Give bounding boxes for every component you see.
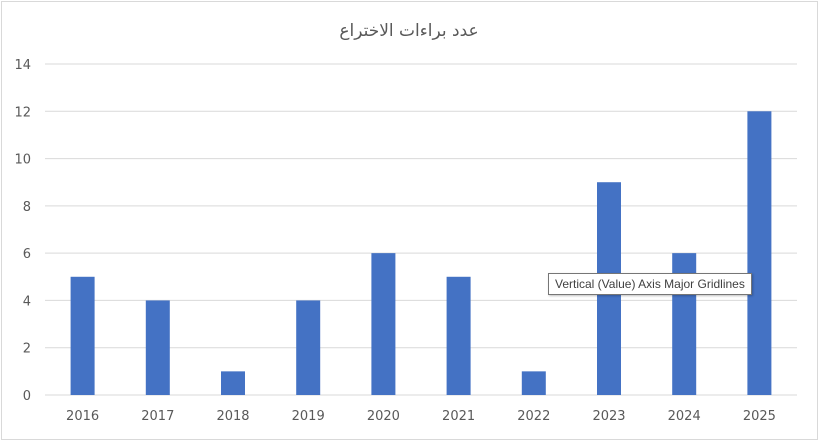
- y-tick-label: 12: [14, 105, 31, 120]
- y-tick-label: 14: [14, 58, 31, 73]
- y-axis-tick-labels: 0 2 4 6 8 10 12 14: [14, 58, 31, 404]
- x-tick-label: 2024: [668, 409, 701, 424]
- x-tick-label: 2022: [517, 409, 550, 424]
- y-tick-label: 4: [23, 294, 31, 309]
- x-tick-label: 2016: [66, 409, 99, 424]
- x-axis-tick-labels: 2016 2017 2018 2019 2020 2021 2022 2023 2024 2025: [66, 409, 776, 424]
- bar-2022[interactable]: [521, 371, 546, 395]
- x-tick-label: 2019: [292, 409, 325, 424]
- x-tick-label: 2018: [216, 409, 249, 424]
- bar-2017[interactable]: [145, 300, 170, 395]
- y-tick-label: 2: [23, 342, 31, 357]
- y-tick-label: 8: [23, 200, 31, 215]
- x-tick-label: 2020: [367, 409, 400, 424]
- y-tick-label: 6: [23, 247, 31, 262]
- x-tick-label: 2017: [141, 409, 174, 424]
- x-tick-label: 2023: [592, 409, 625, 424]
- bars[interactable]: [70, 111, 772, 396]
- bar-2016[interactable]: [70, 276, 95, 395]
- x-tick-label: 2021: [442, 409, 475, 424]
- y-tick-label: 10: [14, 153, 31, 168]
- bar-2021[interactable]: [446, 276, 471, 395]
- gridlines-tooltip: Vertical (Value) Axis Major Gridlines: [548, 273, 752, 295]
- x-tick-label: 2025: [743, 409, 776, 424]
- bar-2018[interactable]: [221, 371, 245, 395]
- gridlines[interactable]: [45, 63, 797, 396]
- bar-2019[interactable]: [296, 300, 321, 395]
- bar-2020[interactable]: [371, 253, 396, 395]
- chart-title[interactable]: عدد براءات الاختراع: [339, 21, 478, 41]
- y-tick-label: 0: [23, 389, 31, 404]
- bar-2025[interactable]: [747, 111, 772, 396]
